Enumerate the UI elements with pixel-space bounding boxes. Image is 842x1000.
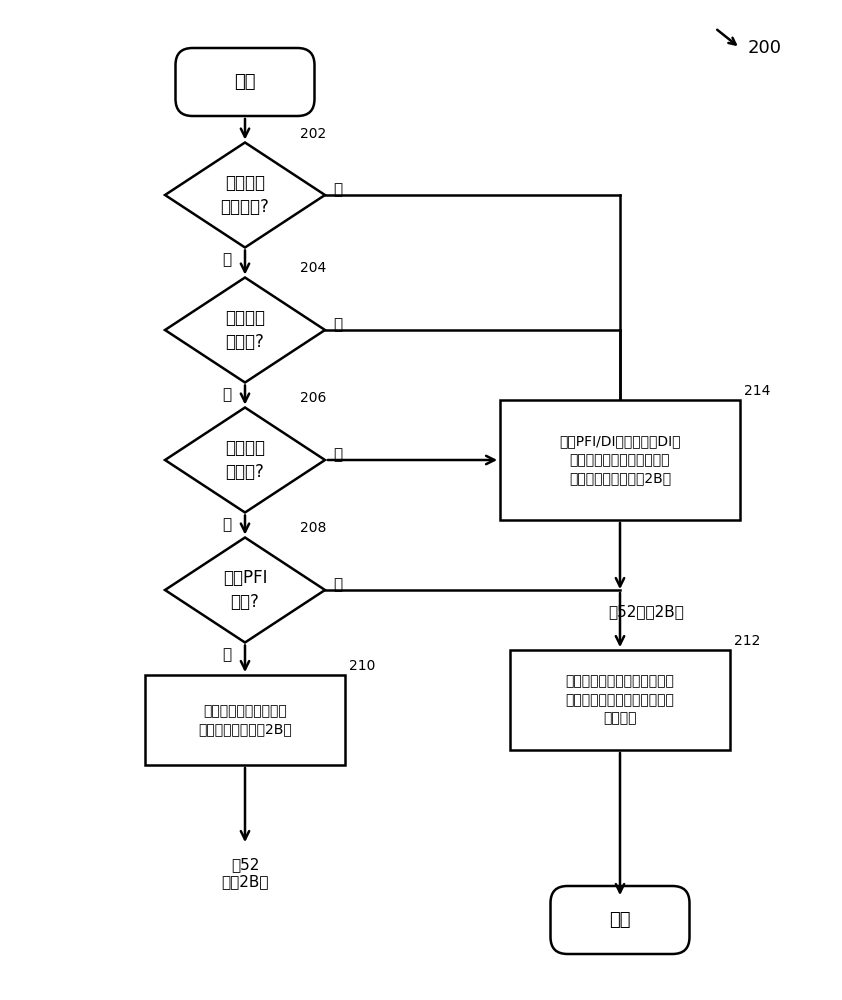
FancyBboxPatch shape: [175, 48, 315, 116]
Bar: [500, 400, 740, 520]
Text: 是: 是: [333, 182, 342, 198]
Text: 214: 214: [744, 384, 770, 398]
Text: 使用预递送校准调节发
动机燃料供给（图2B）: 使用预递送校准调节发 动机燃料供给（图2B）: [198, 704, 292, 736]
Polygon shape: [165, 277, 325, 382]
Text: 200: 200: [748, 39, 782, 57]
Text: 经过阈值
数的起动?: 经过阈值 数的起动?: [221, 174, 269, 216]
Text: 是: 是: [333, 448, 342, 462]
Text: 退出预递
送状况?: 退出预递 送状况?: [225, 439, 265, 481]
Bar: [145, 675, 345, 765]
Polygon shape: [165, 142, 325, 247]
Text: 是: 是: [333, 578, 342, 592]
Text: 否: 否: [222, 252, 232, 267]
Text: 对于PFI/DI系统和仅有DI的
系统，使用递送后校准调节
发动机燃料供给（图2B）: 对于PFI/DI系统和仅有DI的 系统，使用递送后校准调节 发动机燃料供给（图2…: [559, 435, 680, 485]
Text: 否: 否: [222, 518, 232, 532]
Bar: [510, 650, 730, 750]
Text: 204: 204: [300, 261, 326, 275]
Text: 用进气道燃料嘴射调节发动机
燃料供给，并根据需要仅激活
直接噴射: 用进气道燃料嘴射调节发动机 燃料供给，并根据需要仅激活 直接噴射: [566, 675, 674, 725]
Text: 202: 202: [300, 126, 326, 140]
Text: 刲52
（图2B）: 刲52 （图2B）: [221, 857, 269, 889]
Text: 结束: 结束: [610, 911, 631, 929]
Text: 206: 206: [300, 391, 327, 406]
Polygon shape: [165, 408, 325, 512]
Text: 开始: 开始: [234, 73, 256, 91]
FancyBboxPatch shape: [551, 886, 690, 954]
Text: 存在PFI
硬件?: 存在PFI 硬件?: [223, 569, 267, 611]
Polygon shape: [165, 538, 325, 643]
Text: 208: 208: [300, 522, 327, 536]
Text: 212: 212: [734, 634, 760, 648]
Text: 刲52（图2B）: 刲52（图2B）: [608, 604, 684, 619]
Text: 210: 210: [349, 659, 376, 673]
Text: 是: 是: [333, 318, 342, 332]
Text: 行驶阈值
英里数?: 行驶阈值 英里数?: [225, 309, 265, 351]
Text: 否: 否: [222, 387, 232, 402]
Text: 否: 否: [222, 648, 232, 662]
